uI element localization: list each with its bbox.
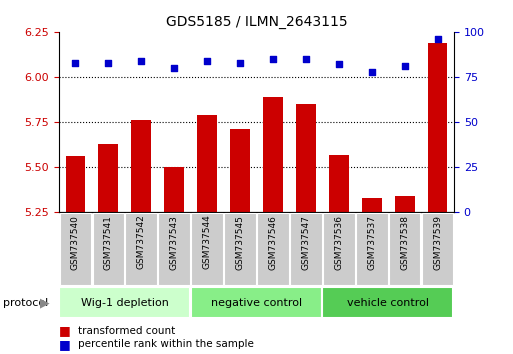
FancyBboxPatch shape	[422, 213, 453, 285]
Point	[368, 69, 376, 74]
Text: ■: ■	[59, 325, 71, 337]
Text: ▶: ▶	[40, 296, 50, 309]
Text: vehicle control: vehicle control	[347, 298, 429, 308]
FancyBboxPatch shape	[224, 213, 256, 285]
Text: GSM737540: GSM737540	[71, 215, 80, 269]
Text: protocol: protocol	[3, 298, 48, 308]
Bar	[131, 120, 151, 212]
Text: GSM737538: GSM737538	[400, 215, 409, 270]
Text: GSM737541: GSM737541	[104, 215, 113, 269]
Bar	[164, 167, 184, 212]
Text: ■: ■	[59, 338, 71, 350]
FancyBboxPatch shape	[257, 213, 289, 285]
Point	[269, 56, 277, 62]
Text: GSM737539: GSM737539	[433, 215, 442, 270]
Text: GSM737546: GSM737546	[268, 215, 278, 269]
FancyBboxPatch shape	[356, 213, 387, 285]
FancyBboxPatch shape	[126, 213, 157, 285]
Bar	[230, 129, 250, 212]
Text: negative control: negative control	[211, 298, 302, 308]
FancyBboxPatch shape	[323, 213, 354, 285]
Point	[104, 60, 112, 65]
Bar	[197, 115, 217, 212]
Point	[236, 60, 244, 65]
Bar	[362, 198, 382, 212]
Text: Wig-1 depletion: Wig-1 depletion	[81, 298, 169, 308]
Text: GSM737545: GSM737545	[235, 215, 245, 269]
Point	[334, 62, 343, 67]
Text: transformed count: transformed count	[78, 326, 176, 336]
FancyBboxPatch shape	[59, 287, 190, 318]
Point	[401, 63, 409, 69]
Text: GSM737544: GSM737544	[203, 215, 212, 269]
Point	[203, 58, 211, 64]
Bar	[329, 155, 349, 212]
FancyBboxPatch shape	[389, 213, 421, 285]
Point	[137, 58, 145, 64]
Point	[71, 60, 80, 65]
Title: GDS5185 / ILMN_2643115: GDS5185 / ILMN_2643115	[166, 16, 347, 29]
FancyBboxPatch shape	[159, 213, 190, 285]
Bar	[66, 156, 85, 212]
Bar	[296, 104, 315, 212]
Bar	[394, 196, 415, 212]
FancyBboxPatch shape	[290, 213, 322, 285]
FancyBboxPatch shape	[191, 287, 322, 318]
Point	[170, 65, 179, 71]
FancyBboxPatch shape	[191, 213, 223, 285]
Text: GSM737536: GSM737536	[334, 215, 343, 270]
Text: GSM737543: GSM737543	[170, 215, 179, 269]
FancyBboxPatch shape	[60, 213, 91, 285]
FancyBboxPatch shape	[322, 287, 453, 318]
FancyBboxPatch shape	[92, 213, 124, 285]
Text: percentile rank within the sample: percentile rank within the sample	[78, 339, 254, 349]
Bar	[263, 97, 283, 212]
Text: GSM737542: GSM737542	[137, 215, 146, 269]
Text: GSM737537: GSM737537	[367, 215, 376, 270]
Point	[433, 36, 442, 42]
Point	[302, 56, 310, 62]
Text: GSM737547: GSM737547	[301, 215, 310, 269]
Bar	[428, 43, 447, 212]
Bar	[98, 144, 118, 212]
